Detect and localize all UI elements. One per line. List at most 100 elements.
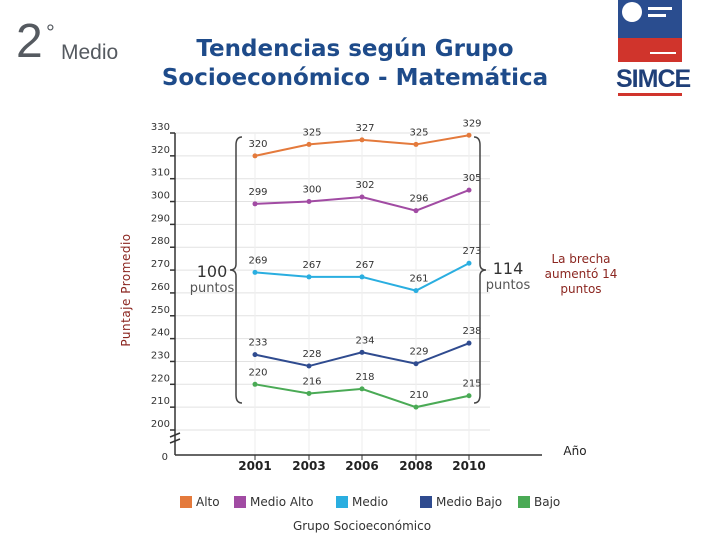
legend-swatch [234,496,246,508]
legend-item: Medio Alto [250,495,313,509]
data-label: 305 [462,173,481,184]
data-label: 299 [248,187,267,198]
title-line-2: Socioeconómico - Matemática [161,65,549,91]
legend-item: Bajo [534,495,560,509]
gap-end-unit: puntos [486,278,531,293]
y-tick-label: 200 [151,419,170,430]
data-label: 210 [409,390,428,401]
y-tick-label: 280 [151,236,170,247]
gap-start-value: 100 [197,262,228,281]
data-label: 269 [248,255,267,266]
y-tick-label: 240 [151,328,170,339]
grade-degree: ° [46,20,55,45]
legend-swatch [518,496,530,508]
y-tick-label: 230 [151,350,170,361]
label-layer: 320 325 327 325 329 299 300 302 296 305 269 267 267 2… [248,118,481,401]
legend-item: Alto [196,495,220,509]
x-tick-label: 2006 [345,459,378,473]
legend-swatch [336,496,348,508]
data-point [466,393,472,399]
data-label: 325 [409,127,428,138]
series-layer [252,132,472,410]
axis-break-label: 0 [162,452,168,463]
y-axis-title: Puntaje Promedio [119,233,133,346]
data-point [252,153,258,159]
grade-badge: 2 ° Medio [16,15,118,68]
legend-item: Medio [352,495,388,509]
grid-layer [175,132,490,455]
data-point [466,187,472,193]
data-label: 300 [302,185,321,196]
y-tick-label: 260 [151,282,170,293]
data-label: 267 [302,260,321,271]
legend-swatch [420,496,432,508]
data-point [306,390,312,396]
data-label: 238 [462,326,481,337]
x-tick-label: 2001 [238,459,271,473]
y-tick-label: 310 [151,168,170,179]
gap-start-unit: puntos [190,281,235,296]
data-label: 233 [248,338,267,349]
data-label: 320 [248,139,267,150]
data-label: 273 [462,246,481,257]
coat-of-arms-icon [622,2,642,22]
data-point [306,363,312,369]
y-tick-label: 220 [151,373,170,384]
data-label: 216 [302,376,321,387]
data-point [413,404,419,410]
legend-swatch [180,496,192,508]
legend-title: Grupo Socioeconómico [293,519,431,533]
x-axis-title: Año [563,444,586,458]
data-point [359,349,365,355]
data-label: 215 [462,379,481,390]
data-point [413,141,419,147]
legend-item: Medio Bajo [436,495,502,509]
data-label: 327 [355,123,374,134]
data-point [306,199,312,205]
y-tick-label: 330 [151,122,170,133]
page-title: Tendencias según Grupo Socioeconómico - … [120,35,590,93]
simce-underline [618,93,682,96]
data-label: 228 [302,349,321,360]
data-point [252,381,258,387]
gap-brace-right [473,136,487,404]
y-tick-label: 300 [151,191,170,202]
legend-layer: Alto Medio Alto Medio Medio Bajo Bajo [180,495,560,509]
data-label: 261 [409,274,428,285]
data-point [306,274,312,280]
data-point [252,269,258,275]
data-label: 234 [355,335,374,346]
y-tick-label: 320 [151,145,170,156]
data-label: 229 [409,347,428,358]
data-point [466,340,472,346]
x-tick-label: 2008 [399,459,432,473]
gap-end-value: 114 [493,259,524,278]
data-label: 296 [409,194,428,205]
data-point [306,141,312,147]
gap-brace-left [229,136,243,404]
title-line-1: Tendencias según Grupo [196,36,514,62]
x-tick-label: 2003 [292,459,325,473]
grade-level: Medio [61,41,119,64]
data-point [413,208,419,214]
y-tick-label: 210 [151,396,170,407]
data-point [466,132,472,138]
grade-number: 2 [16,15,43,68]
data-label: 325 [302,127,321,138]
data-point [359,137,365,143]
logo-red-band [618,38,682,62]
axis-break-mark [169,432,181,444]
y-tick-label: 250 [151,305,170,316]
data-label: 220 [248,367,267,378]
axis-layer: 330 320 310 300 290 280 270 260 250 240 230 220 210 2… [151,122,542,473]
data-label: 329 [462,118,481,129]
simce-logo: SIMCE [616,65,691,93]
gov-text-line [650,52,676,54]
data-point [252,201,258,207]
data-label: 267 [355,260,374,271]
data-point [252,352,258,358]
ministry-logo: SIMCE [612,0,691,100]
y-tick-label: 270 [151,259,170,270]
data-point [413,288,419,294]
